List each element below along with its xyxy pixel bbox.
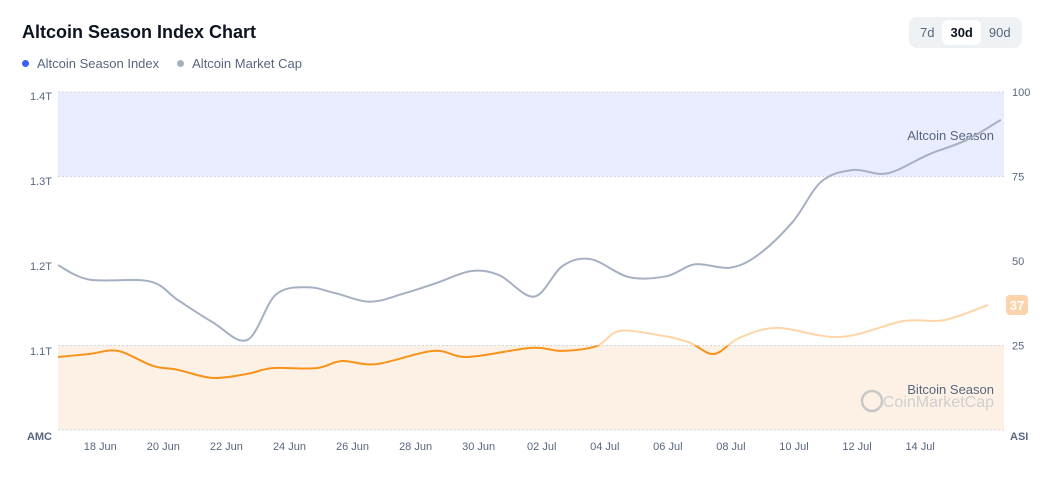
- zone-bitcoin-season: [58, 345, 1004, 430]
- x-axis-tick: 30 Jun: [462, 441, 495, 453]
- x-axis-tick: 04 Jul: [590, 441, 619, 453]
- legend: Altcoin Season Index Altcoin Market Cap: [22, 56, 302, 71]
- range-7d-button[interactable]: 7d: [920, 25, 935, 40]
- x-axis-tick: 12 Jul: [842, 441, 871, 453]
- x-axis-tick: 14 Jul: [905, 441, 934, 453]
- current-value-label: 37: [1010, 298, 1024, 313]
- x-axis-tick: 02 Jul: [527, 441, 556, 453]
- page-title: Altcoin Season Index Chart: [22, 22, 257, 42]
- market-cap-line: [57, 118, 1002, 342]
- x-axis-tick: 26 Jun: [336, 441, 369, 453]
- legend-label: Altcoin Market Cap: [192, 56, 302, 71]
- left-axis-tick: 1.2T: [30, 261, 52, 273]
- asi-line-below-25: [57, 345, 730, 380]
- legend-dot-icon: [22, 60, 29, 67]
- left-axis-tick: 1.4T: [30, 91, 52, 103]
- right-axis-label: ASI: [1010, 431, 1028, 443]
- range-30d-button[interactable]: 30d: [942, 20, 981, 45]
- zone-altcoin-season: [58, 92, 1004, 177]
- right-axis-tick: 25: [1012, 341, 1024, 353]
- right-axis-tick: 75: [1012, 172, 1024, 184]
- zone-label-altcoin: Altcoin Season: [907, 128, 994, 143]
- x-axis-tick: 24 Jun: [273, 441, 306, 453]
- x-axis-tick: 22 Jun: [210, 441, 243, 453]
- coinmarketcap-logo-icon: [860, 389, 884, 413]
- legend-label: Altcoin Season Index: [37, 56, 160, 71]
- legend-item-asi[interactable]: Altcoin Season Index: [22, 56, 159, 71]
- left-axis-label: AMC: [27, 431, 52, 443]
- x-axis-tick: 06 Jul: [653, 441, 682, 453]
- x-axis-tick: 08 Jul: [716, 441, 745, 453]
- range-selector: 7d 30d 90d: [909, 17, 1022, 48]
- left-axis-tick: 1.1T: [30, 346, 52, 358]
- range-90d-button[interactable]: 90d: [988, 25, 1011, 40]
- left-axis-tick: 1.3T: [30, 176, 52, 188]
- asi-line-above-25: [594, 303, 989, 346]
- current-value-badge: [1006, 294, 1028, 315]
- x-axis-tick: 28 Jun: [399, 441, 432, 453]
- zone-label-bitcoin: Bitcoin Season: [907, 382, 994, 397]
- right-axis-tick: 50: [1012, 256, 1024, 268]
- legend-item-market-cap[interactable]: Altcoin Market Cap: [177, 56, 302, 71]
- x-axis-tick: 20 Jun: [147, 441, 180, 453]
- legend-dot-icon: [177, 60, 185, 67]
- x-axis-tick: 18 Jun: [84, 441, 117, 453]
- right-axis-tick: 100: [1012, 87, 1030, 99]
- x-axis-tick: 10 Jul: [779, 441, 808, 453]
- watermark: CoinMarketCap: [883, 394, 994, 411]
